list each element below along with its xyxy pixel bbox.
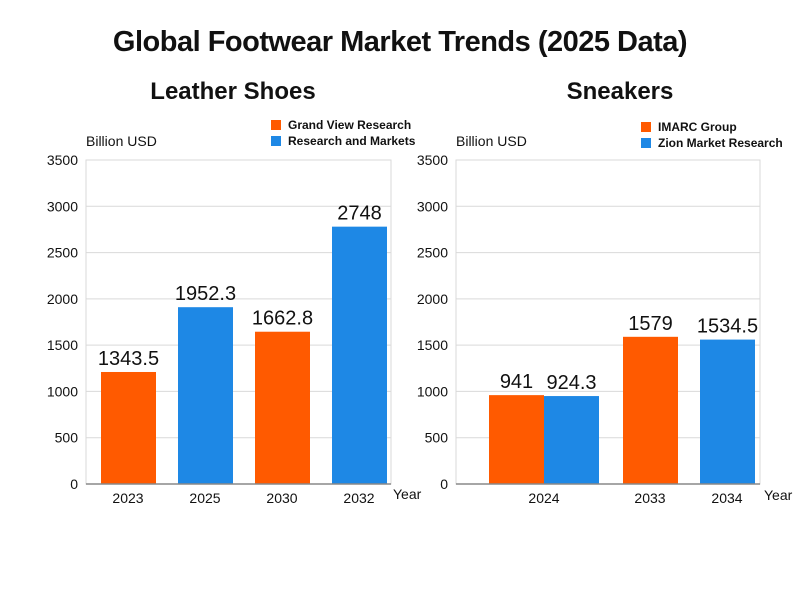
x-tick-label: 2023 [112, 490, 143, 506]
y-tick-label: 0 [70, 476, 78, 492]
legend-item: Research and Markets [271, 133, 415, 149]
legend-label: Research and Markets [288, 134, 416, 148]
legend-label: Grand View Research [288, 118, 412, 132]
legend-item: Zion Market Research [641, 135, 783, 151]
x-axis-label: Year [393, 486, 422, 502]
y-tick-label: 1000 [47, 383, 78, 399]
x-tick-label: 2024 [528, 490, 559, 506]
bar [178, 307, 233, 484]
bar [255, 331, 310, 484]
chart-title-leather: Leather Shoes [150, 78, 316, 105]
data-label: 1343.5 [98, 348, 159, 370]
legend-sneakers: IMARC Group Zion Market Research [641, 119, 783, 151]
x-tick-label: 2034 [711, 490, 742, 506]
y-tick-label: 1500 [417, 337, 448, 353]
bar [623, 336, 678, 484]
y-axis-label-sneakers: Billion USD [456, 133, 527, 149]
legend-item: Grand View Research [271, 117, 415, 133]
x-tick-label: 2033 [634, 490, 665, 506]
data-label: 941 [500, 371, 533, 393]
y-tick-label: 3500 [417, 152, 448, 168]
page-title: Global Footwear Market Trends (2025 Data… [112, 26, 688, 58]
y-tick-label: 1000 [417, 383, 448, 399]
bar [544, 396, 599, 484]
data-label: 1662.8 [252, 308, 313, 330]
y-tick-label: 3500 [47, 152, 78, 168]
legend-swatch-blue [271, 136, 281, 146]
x-axis-label: Year [764, 487, 793, 503]
y-tick-label: 2000 [417, 291, 448, 307]
legend-label: IMARC Group [658, 120, 737, 134]
bar [489, 395, 544, 484]
legend-leather: Grand View Research Research and Markets [271, 117, 415, 149]
y-axis-label-leather: Billion USD [86, 133, 157, 149]
legend-swatch-orange [641, 122, 651, 132]
y-tick-label: 3000 [47, 198, 78, 214]
y-tick-label: 500 [425, 430, 449, 446]
legend-swatch-blue [641, 138, 651, 148]
legend-item: IMARC Group [641, 119, 783, 135]
y-tick-label: 2000 [47, 291, 78, 307]
y-tick-label: 1500 [47, 337, 78, 353]
x-tick-label: 2025 [189, 490, 220, 506]
data-label: 924.3 [546, 372, 596, 394]
data-label: 2748 [337, 203, 382, 225]
chart-title-sneakers: Sneakers [566, 78, 674, 105]
legend-swatch-orange [271, 120, 281, 130]
y-tick-label: 3000 [417, 198, 448, 214]
y-tick-label: 500 [55, 430, 79, 446]
data-label: 1579 [628, 313, 673, 335]
legend-label: Zion Market Research [658, 136, 783, 150]
y-tick-label: 0 [440, 476, 448, 492]
y-tick-label: 2500 [417, 245, 448, 261]
bar [101, 371, 156, 484]
y-tick-label: 2500 [47, 245, 78, 261]
bar [332, 226, 387, 484]
x-tick-label: 2032 [343, 490, 374, 506]
bar [700, 339, 755, 484]
data-label: 1534.5 [697, 316, 758, 338]
data-label: 1952.3 [175, 283, 236, 305]
x-tick-label: 2030 [266, 490, 297, 506]
